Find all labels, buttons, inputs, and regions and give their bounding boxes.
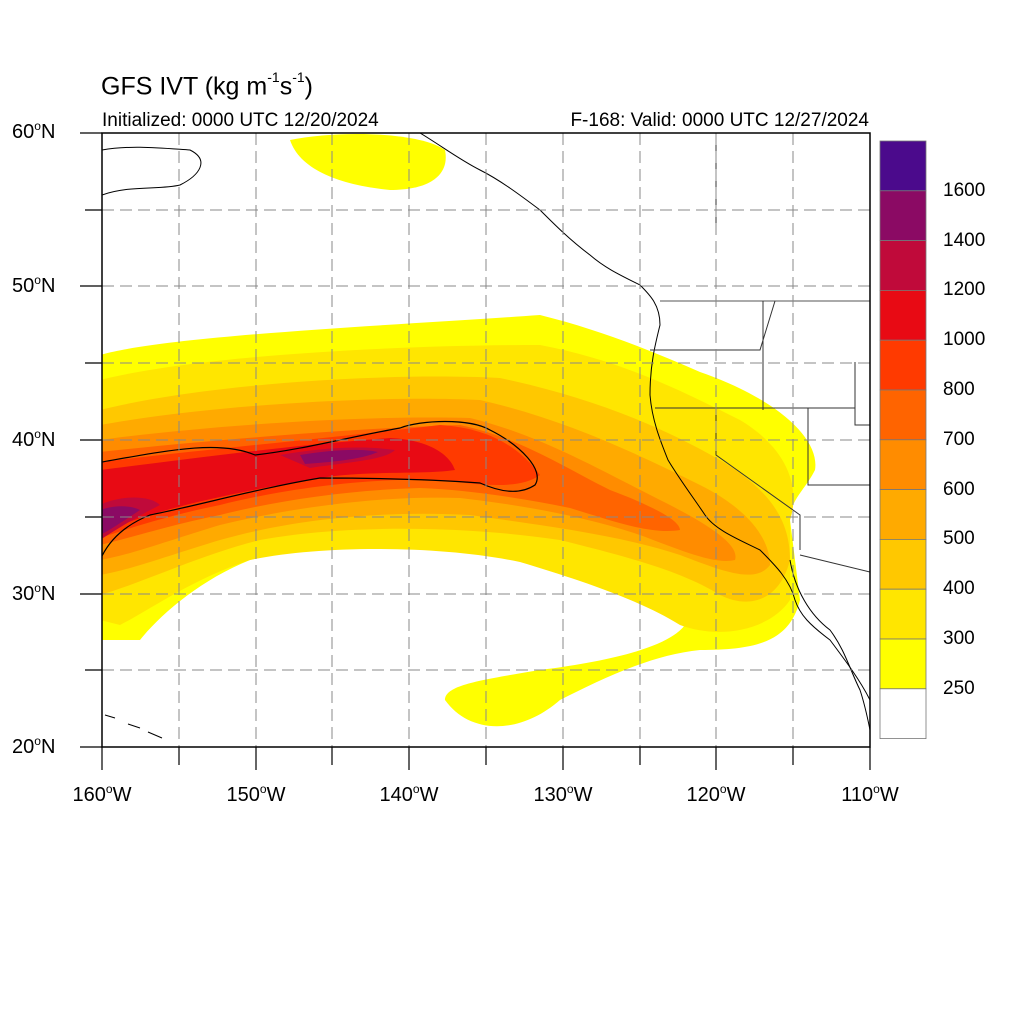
colorbar-level-label: 1600: [943, 179, 986, 201]
coastline-hawaii: [104, 714, 163, 739]
ivt-band-1400: [300, 449, 378, 464]
ivt-colorbar: [879, 140, 927, 739]
colorbar-level-label: 700: [943, 428, 975, 450]
coastline-baja: [789, 559, 870, 731]
colorbar-level-label: 600: [943, 478, 975, 500]
init-time-label: Initialized: 0000 UTC 12/20/2024: [102, 110, 379, 131]
ivt-band-1400-west: [102, 506, 140, 534]
coastline-alaska: [102, 146, 202, 196]
valid-time-label: F-168: Valid: 0000 UTC 12/27/2024: [570, 110, 869, 131]
colorbar-level-label: 400: [943, 578, 975, 600]
lat-label: 20oN: [12, 734, 56, 758]
colorbar-swatch: [879, 489, 927, 540]
colorbar-level-label: 1000: [943, 329, 986, 351]
colorbar-level-label: 500: [943, 528, 975, 550]
lat-label: 40oN: [12, 427, 56, 451]
ivt-shading: [102, 133, 870, 739]
colorbar-swatch: [879, 140, 927, 192]
colorbar-level-label: 1400: [943, 229, 986, 251]
colorbar-swatch: [879, 439, 927, 490]
colorbar-level-label: 1200: [943, 279, 986, 301]
lon-label: 140oW: [379, 782, 439, 806]
ivt-band-250-north: [290, 134, 446, 190]
lon-label: 150oW: [226, 782, 286, 806]
graticule: [102, 133, 870, 747]
colorbar-level-label: 250: [943, 677, 975, 699]
lon-label: 110oW: [841, 782, 899, 806]
ivt-contour-1000: [102, 420, 538, 557]
ivt-band-1000: [102, 438, 455, 535]
lon-label: 160oW: [72, 782, 132, 806]
colorbar-swatch: [879, 289, 927, 341]
lon-label: 130oW: [533, 782, 593, 806]
colorbar-swatch: [879, 588, 927, 640]
colorbar-swatch: [879, 339, 927, 391]
lat-label: 50oN: [12, 273, 56, 297]
lat-label: 30oN: [12, 581, 56, 605]
map-title: GFS IVT (kg m-1s-1): [101, 69, 313, 101]
colorbar-swatch: [879, 389, 927, 441]
lat-label: 60oN: [12, 119, 56, 143]
lon-label: 120oW: [686, 782, 746, 806]
colorbar-swatch: [879, 190, 927, 242]
colorbar-swatch: [879, 688, 927, 739]
border-state-lines: [650, 133, 870, 573]
axis-ticks: [80, 132, 871, 770]
colorbar-swatch: [879, 240, 927, 291]
colorbar-level-label: 800: [943, 379, 975, 400]
colorbar-level-label: 300: [943, 628, 975, 649]
colorbar-swatch: [879, 638, 927, 690]
colorbar-swatch: [879, 539, 927, 590]
